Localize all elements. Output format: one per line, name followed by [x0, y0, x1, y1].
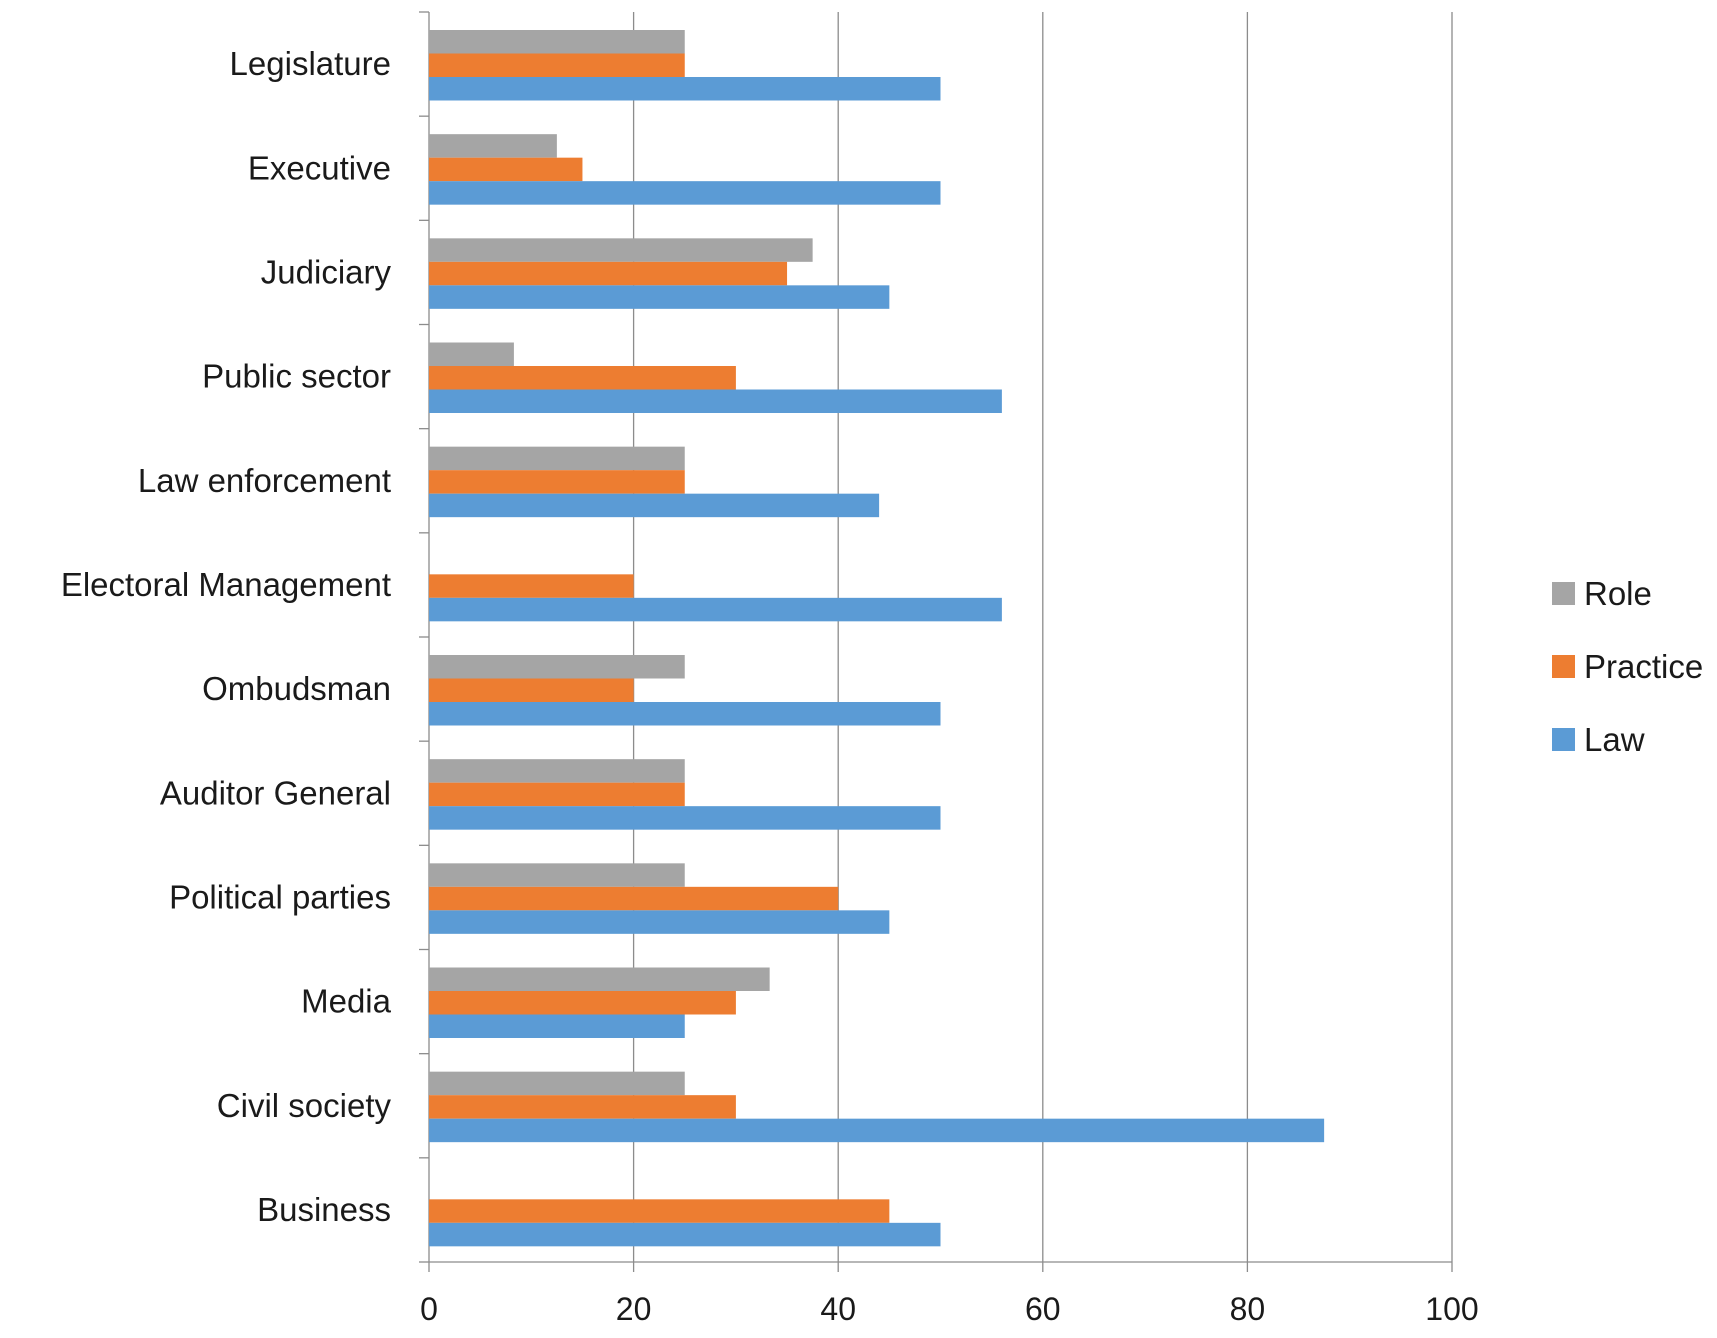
legend-swatch-role [1552, 582, 1575, 605]
bar-law [429, 1118, 1325, 1143]
bar-practice [429, 261, 788, 286]
y-category-label: Law enforcement [138, 462, 391, 499]
bar-role [429, 342, 514, 366]
x-tick-label: 20 [616, 1291, 652, 1327]
y-category-label: Ombudsman [202, 670, 391, 707]
bar-practice [429, 470, 685, 494]
bar-practice [429, 1199, 890, 1223]
bar-role [429, 655, 685, 679]
bar-law [429, 493, 880, 518]
bar-law [429, 910, 890, 934]
y-category-label: Executive [248, 149, 391, 186]
bar-practice [429, 366, 736, 390]
legend-label: Law [1584, 721, 1645, 758]
bar-law [429, 389, 1002, 413]
bar-role [429, 238, 813, 262]
bar-law [429, 1014, 685, 1038]
y-category-label: Business [257, 1191, 391, 1228]
bar-practice [429, 157, 583, 182]
bar-law [429, 1222, 941, 1247]
x-tick-label: 60 [1025, 1291, 1061, 1327]
bar-practice [429, 574, 634, 598]
bar-role [429, 30, 685, 54]
y-category-label: Legislature [230, 45, 391, 82]
y-category-label: Civil society [217, 1087, 392, 1124]
legend-label: Practice [1584, 648, 1703, 685]
bar-law [429, 597, 1002, 622]
bar-law [429, 77, 941, 101]
bar-role [429, 1071, 685, 1096]
bar-role [429, 863, 685, 887]
bar-role [429, 967, 770, 991]
y-category-label: Political parties [169, 878, 391, 915]
bar-practice [429, 678, 634, 702]
x-tick-label: 80 [1230, 1291, 1266, 1327]
legend-swatch-law [1552, 728, 1575, 751]
bar-practice [429, 782, 685, 807]
bar-role [429, 446, 685, 471]
bar-practice [429, 991, 736, 1015]
y-category-label: Media [301, 983, 392, 1020]
x-tick-label: 40 [820, 1291, 856, 1327]
y-category-label: Electoral Management [61, 566, 391, 603]
legend-label: Role [1584, 575, 1652, 612]
bar-law [429, 702, 941, 726]
bar-law [429, 181, 941, 205]
bar-law [429, 285, 890, 309]
x-tick-label: 100 [1425, 1291, 1478, 1327]
bar-practice [429, 1095, 736, 1119]
y-category-label: Auditor General [160, 774, 391, 811]
bar-practice [429, 53, 685, 77]
x-tick-label: 0 [420, 1291, 438, 1327]
bar-role [429, 134, 557, 158]
y-category-label: Public sector [202, 358, 391, 395]
y-category-label: Judiciary [261, 253, 392, 290]
bar-law [429, 806, 941, 830]
bar-practice [429, 886, 839, 911]
bar-role [429, 759, 685, 783]
legend-swatch-practice [1552, 655, 1575, 678]
